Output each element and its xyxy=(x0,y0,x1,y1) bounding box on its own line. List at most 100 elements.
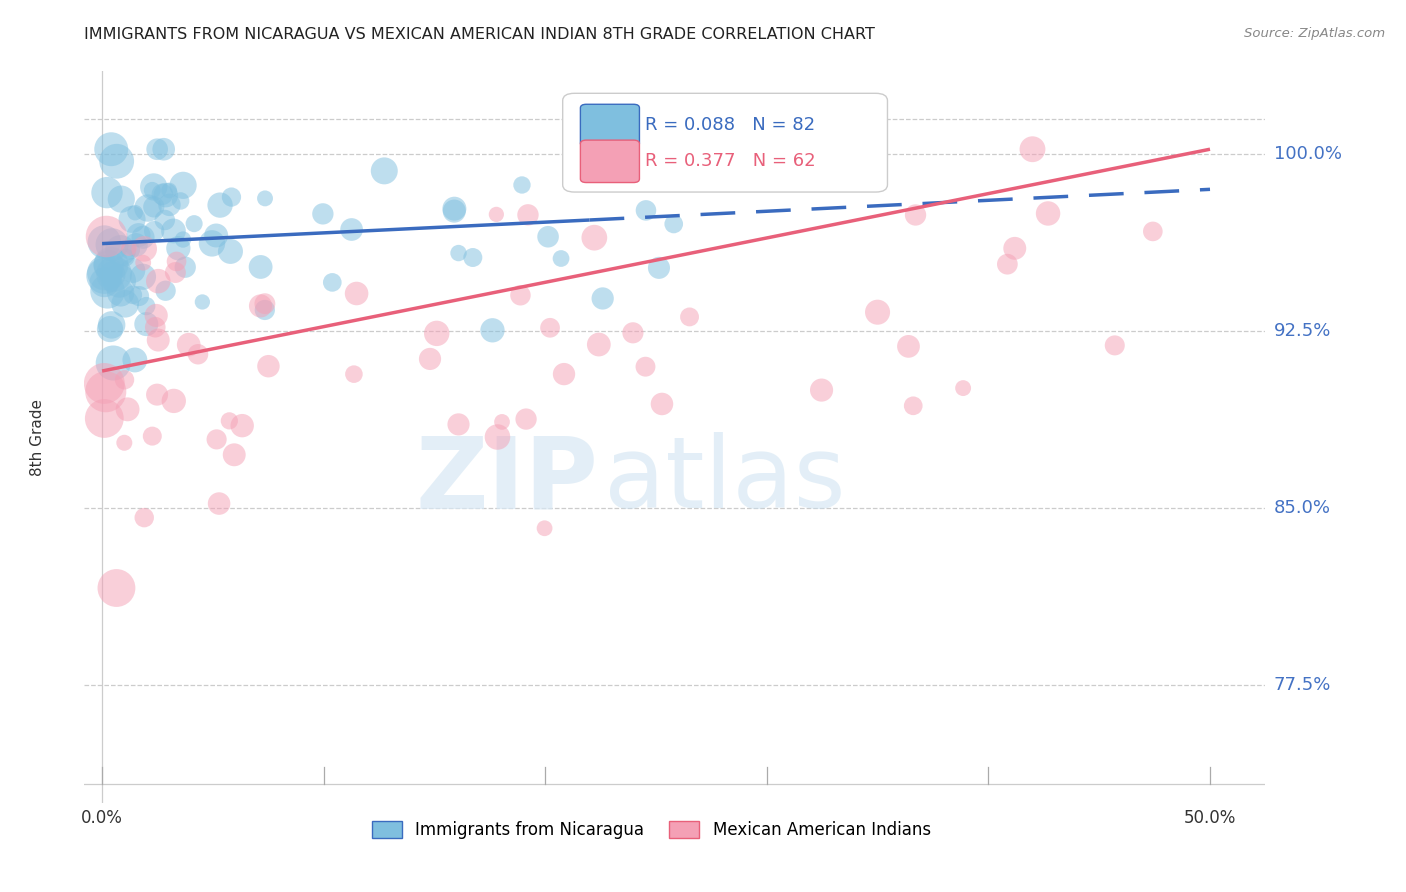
Point xyxy=(114,373,136,387)
Point xyxy=(153,213,176,227)
Point xyxy=(110,192,132,206)
Point xyxy=(159,198,181,212)
Point xyxy=(253,296,276,310)
Point xyxy=(172,233,194,247)
FancyBboxPatch shape xyxy=(581,104,640,146)
Point xyxy=(128,228,150,243)
Point xyxy=(143,224,166,238)
Point xyxy=(94,384,117,399)
Point xyxy=(443,204,465,219)
Point xyxy=(553,367,575,381)
Point xyxy=(96,186,118,200)
Point xyxy=(426,326,449,341)
Point xyxy=(678,310,700,324)
Point xyxy=(118,241,141,255)
Point xyxy=(166,254,188,268)
Point xyxy=(592,292,614,306)
Point xyxy=(1004,241,1026,255)
Point xyxy=(141,183,163,197)
Point xyxy=(128,289,150,303)
Point xyxy=(201,236,224,251)
Point xyxy=(187,347,209,361)
Point xyxy=(447,417,470,432)
Point xyxy=(93,376,115,391)
Point xyxy=(177,337,200,351)
Point xyxy=(97,285,120,299)
Point xyxy=(114,297,136,311)
Point xyxy=(162,224,184,238)
Point xyxy=(621,326,644,340)
Point xyxy=(157,184,180,198)
Point xyxy=(103,267,125,281)
Point xyxy=(517,208,540,222)
Point xyxy=(155,188,177,202)
Point xyxy=(373,164,395,178)
Point xyxy=(533,521,555,535)
Point xyxy=(224,448,246,462)
Point xyxy=(249,299,271,313)
Point xyxy=(538,320,561,334)
Point xyxy=(93,268,115,283)
Point xyxy=(152,142,174,156)
Text: 92.5%: 92.5% xyxy=(1274,322,1331,340)
Point xyxy=(169,194,191,208)
Point xyxy=(93,411,115,425)
Text: 100.0%: 100.0% xyxy=(1274,145,1341,163)
Point xyxy=(588,337,610,351)
Point xyxy=(167,241,190,255)
Point xyxy=(1036,206,1059,220)
Point xyxy=(93,266,115,280)
Point xyxy=(486,430,509,444)
Text: ZIP: ZIP xyxy=(415,433,598,530)
Point xyxy=(134,242,156,256)
Point xyxy=(550,252,572,266)
Point xyxy=(419,351,441,366)
Point xyxy=(125,238,148,252)
Point xyxy=(136,201,159,215)
Point xyxy=(150,187,173,202)
Point xyxy=(112,435,135,450)
Text: 85.0%: 85.0% xyxy=(1274,499,1330,516)
FancyBboxPatch shape xyxy=(581,140,640,183)
Point xyxy=(121,288,143,302)
Point xyxy=(101,237,124,252)
FancyBboxPatch shape xyxy=(562,94,887,192)
Point xyxy=(96,229,118,244)
Point xyxy=(124,205,146,219)
Point xyxy=(93,276,115,290)
Text: 50.0%: 50.0% xyxy=(1184,809,1236,827)
Point xyxy=(165,265,187,279)
Point xyxy=(257,359,280,374)
Point xyxy=(866,305,889,319)
Point xyxy=(221,190,243,204)
Point xyxy=(142,200,165,214)
Point xyxy=(1104,338,1126,352)
Point xyxy=(148,274,170,288)
Point xyxy=(208,497,231,511)
Point xyxy=(218,414,240,428)
Point xyxy=(132,269,155,284)
Point xyxy=(461,251,484,265)
Point xyxy=(648,260,671,275)
Point xyxy=(340,222,363,236)
Point xyxy=(142,180,165,194)
Point xyxy=(145,309,167,323)
Text: 0.0%: 0.0% xyxy=(82,809,122,827)
Point xyxy=(634,203,657,218)
Point xyxy=(903,399,925,413)
Point xyxy=(101,268,124,282)
Legend: Immigrants from Nicaragua, Mexican American Indians: Immigrants from Nicaragua, Mexican Ameri… xyxy=(366,814,938,846)
Point xyxy=(509,288,531,302)
Point xyxy=(100,318,122,332)
Point xyxy=(897,339,920,353)
Text: atlas: atlas xyxy=(605,433,845,530)
Point xyxy=(148,333,170,347)
Text: 77.5%: 77.5% xyxy=(1274,676,1331,694)
Point xyxy=(93,235,115,249)
Point xyxy=(515,412,537,426)
Point xyxy=(135,299,157,313)
Point xyxy=(1142,224,1164,238)
Point xyxy=(105,154,128,169)
Point xyxy=(810,383,832,397)
Point xyxy=(491,415,513,429)
